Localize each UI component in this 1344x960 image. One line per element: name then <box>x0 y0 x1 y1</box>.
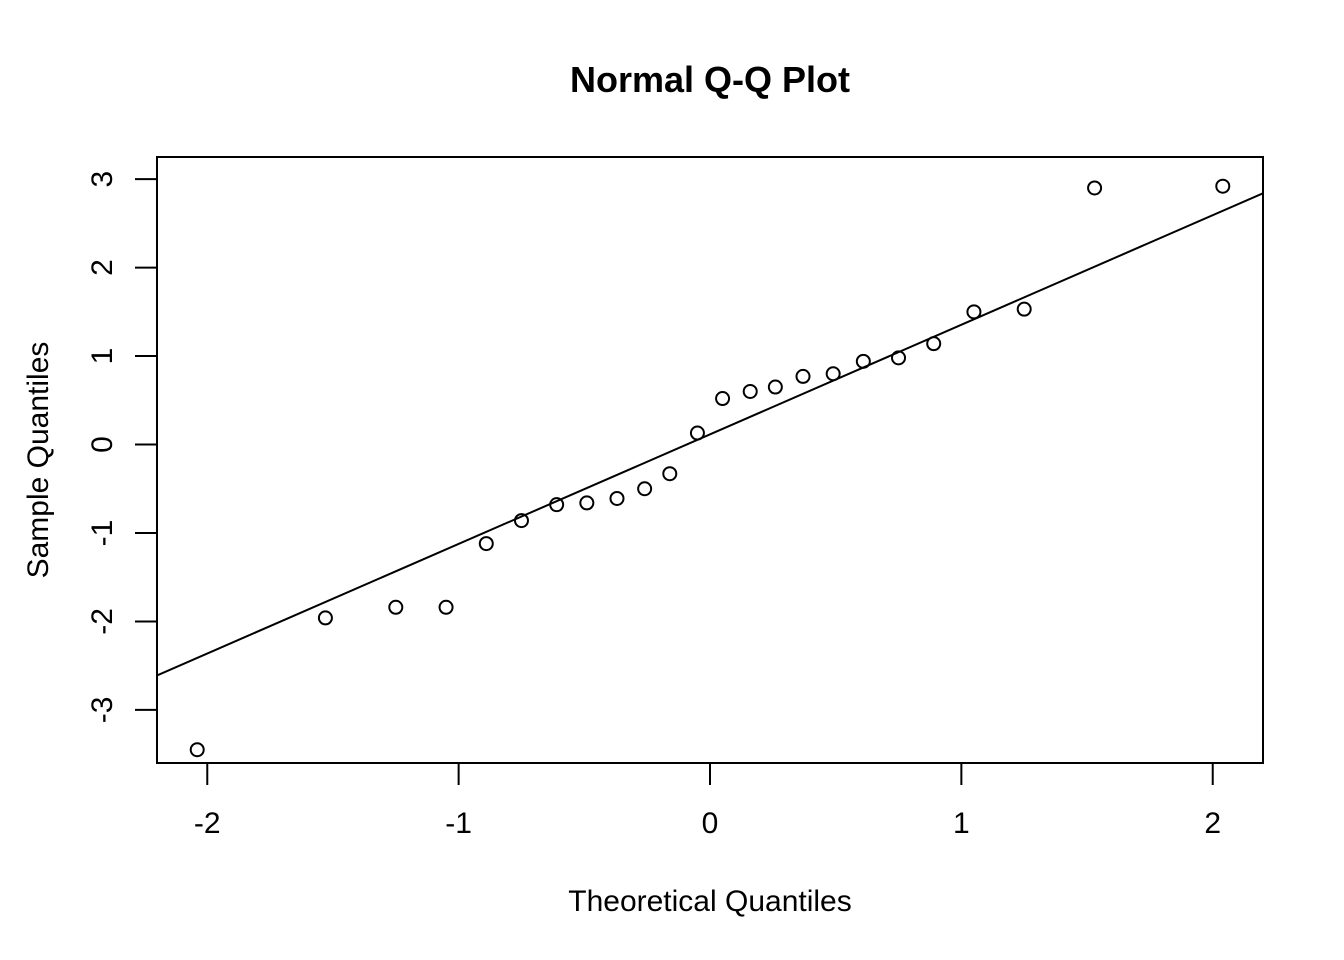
data-point <box>855 353 871 369</box>
x-tick-label: 0 <box>702 807 719 840</box>
x-tick-label: -1 <box>445 807 472 840</box>
data-point <box>549 497 565 513</box>
x-axis-label: Theoretical Quantiles <box>568 885 851 918</box>
y-tick-label: -3 <box>86 697 119 724</box>
chart-title: Normal Q-Q Plot <box>570 59 850 100</box>
data-point <box>1215 178 1231 194</box>
data-point <box>891 350 907 366</box>
qq-reference-line <box>157 192 1263 677</box>
data-point <box>966 304 982 320</box>
data-point <box>767 379 783 395</box>
y-tick-label: 1 <box>86 348 119 365</box>
y-axis-label: Sample Quantiles <box>22 342 55 579</box>
data-point <box>825 366 841 382</box>
data-point <box>609 490 625 506</box>
data-point <box>579 495 595 511</box>
data-point <box>1087 180 1103 196</box>
data-point <box>388 599 404 615</box>
data-point <box>1016 301 1032 317</box>
data-point <box>662 466 678 482</box>
x-tick-label: 1 <box>953 807 970 840</box>
reference-line-layer <box>157 192 1263 677</box>
data-point <box>715 391 731 407</box>
x-axis: -2 -1 0 1 2 <box>194 762 1221 840</box>
x-tick-label: -2 <box>194 807 221 840</box>
data-point <box>478 536 494 552</box>
data-point <box>742 383 758 399</box>
plot-area-frame <box>156 156 1264 764</box>
y-axis: -3 -2 -1 0 1 2 3 <box>86 171 158 724</box>
data-point <box>689 425 705 441</box>
y-tick-label: 2 <box>86 259 119 276</box>
data-point <box>795 368 811 384</box>
y-tick-label: -2 <box>86 608 119 635</box>
y-tick-label: 3 <box>86 171 119 188</box>
data-point <box>317 610 333 626</box>
points-layer <box>189 178 1231 758</box>
data-point <box>513 513 529 529</box>
data-point <box>189 742 205 758</box>
data-point <box>926 336 942 352</box>
x-tick-label: 2 <box>1204 807 1221 840</box>
data-point <box>438 599 454 615</box>
y-tick-label: 0 <box>86 436 119 453</box>
data-point <box>637 481 653 497</box>
y-tick-label: -1 <box>86 520 119 547</box>
